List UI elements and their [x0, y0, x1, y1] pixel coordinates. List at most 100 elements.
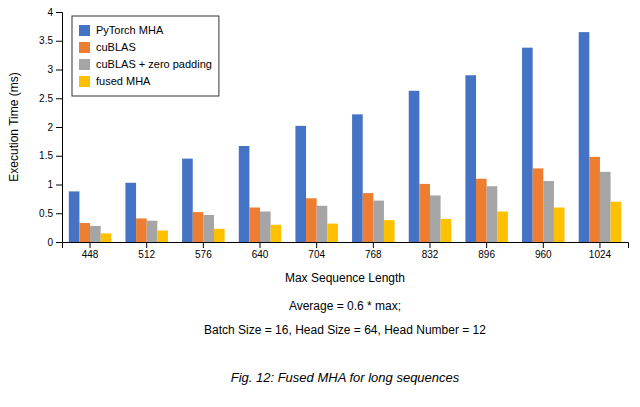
axis-line	[63, 243, 629, 249]
bar	[79, 223, 90, 242]
tick-label: 448	[82, 249, 99, 260]
legend-swatch	[79, 59, 90, 70]
tick: 576	[195, 242, 212, 260]
legend-label: cuBLAS + zero padding	[96, 58, 212, 70]
tick-mark	[373, 242, 374, 248]
tick: 832	[422, 242, 439, 260]
tick-mark	[56, 98, 62, 99]
bar	[157, 231, 168, 243]
bar	[384, 220, 395, 242]
legend-swatch	[79, 42, 90, 53]
bar	[533, 168, 544, 242]
bar	[327, 224, 338, 242]
bar	[271, 225, 282, 242]
tick-mark	[260, 242, 261, 248]
tick: 896	[478, 242, 495, 260]
bar	[203, 215, 214, 242]
tick: 768	[365, 242, 382, 260]
tick-label: 576	[195, 249, 212, 260]
tick: 1024	[589, 242, 612, 260]
legend-frame	[72, 16, 219, 96]
y-axis-title: Execution Time (ms)	[7, 72, 21, 181]
tick-label: 0.5	[39, 208, 53, 219]
tick-label: 1.5	[39, 150, 53, 161]
bar	[136, 218, 147, 242]
tick: 2	[47, 122, 62, 133]
bar	[497, 212, 508, 242]
tick: 1.5	[39, 150, 62, 161]
tick-label: 2.5	[39, 93, 53, 104]
bar	[430, 195, 441, 242]
legend-item: cuBLAS + zero padding	[79, 58, 212, 70]
tick: 640	[252, 242, 269, 260]
tick-label: 960	[535, 249, 552, 260]
tick: 960	[535, 242, 552, 260]
bar	[363, 193, 374, 242]
tick-mark	[56, 12, 62, 13]
bar	[147, 221, 158, 242]
axis-line	[56, 13, 63, 243]
tick-label: 512	[138, 249, 155, 260]
tick-mark	[56, 156, 62, 157]
bar	[373, 201, 384, 242]
tick-label: 896	[478, 249, 495, 260]
legend-item: cuBLAS	[79, 41, 136, 53]
tick-mark	[90, 242, 91, 248]
bar	[260, 212, 271, 242]
bar	[249, 208, 260, 243]
bar	[317, 206, 328, 242]
legend-swatch	[79, 25, 90, 36]
tick-label: 1	[47, 179, 53, 190]
bar	[522, 48, 533, 242]
tick-label: 4	[47, 7, 53, 18]
tick-mark	[56, 185, 62, 186]
tick: 0.5	[39, 208, 62, 219]
tick-mark	[146, 242, 147, 248]
tick-label: 704	[308, 249, 325, 260]
tick-mark	[56, 127, 62, 128]
chart: 448 512 576 640 704 768 832 896 960 1024 0 0.5 1 1.5 2…	[0, 0, 640, 407]
tick-mark	[56, 70, 62, 71]
tick-label: 0	[47, 237, 53, 248]
tick: 4	[47, 7, 62, 18]
tick-label: 2	[47, 122, 53, 133]
tick-label: 640	[252, 249, 269, 260]
legend-swatch	[79, 76, 90, 87]
tick-label: 768	[365, 249, 382, 260]
bar	[554, 208, 565, 243]
bar-series	[69, 32, 590, 242]
caption: Fig. 12: Fused MHA for long sequences	[231, 370, 460, 385]
legend-label: PyTorch MHA	[96, 24, 164, 36]
tick-mark	[486, 242, 487, 248]
tick: 1	[47, 179, 62, 190]
bar	[295, 126, 306, 242]
bar-series	[101, 202, 622, 242]
bar	[543, 181, 554, 242]
tick-mark	[56, 213, 62, 214]
plot: 448 512 576 640 704 768 832 896 960 1024 0 0.5 1 1.5 2…	[39, 7, 628, 260]
bar	[214, 229, 225, 242]
bar	[306, 198, 317, 242]
bar	[419, 184, 430, 242]
tick-mark	[56, 41, 62, 42]
tick-label: 1024	[589, 249, 612, 260]
bar	[611, 202, 622, 242]
legend-item: fused MHA	[79, 75, 151, 87]
tick: 0	[47, 237, 62, 248]
bar	[589, 157, 600, 242]
annotation: Average = 0.6 * max;	[289, 299, 401, 313]
legend-item: PyTorch MHA	[79, 24, 164, 36]
x-axis: 448 512 576 640 704 768 832 896 960 1024	[63, 242, 629, 260]
bar	[101, 233, 112, 242]
bar	[182, 159, 193, 242]
bar	[579, 32, 590, 242]
bar	[465, 75, 476, 242]
bar	[90, 226, 101, 242]
annotation: Batch Size = 16, Head Size = 64, Head Nu…	[204, 323, 486, 337]
bar-series	[79, 157, 600, 242]
tick: 2.5	[39, 93, 62, 104]
bar	[409, 91, 420, 242]
bar	[476, 179, 487, 242]
tick: 448	[82, 242, 99, 260]
tick-mark	[429, 242, 430, 248]
